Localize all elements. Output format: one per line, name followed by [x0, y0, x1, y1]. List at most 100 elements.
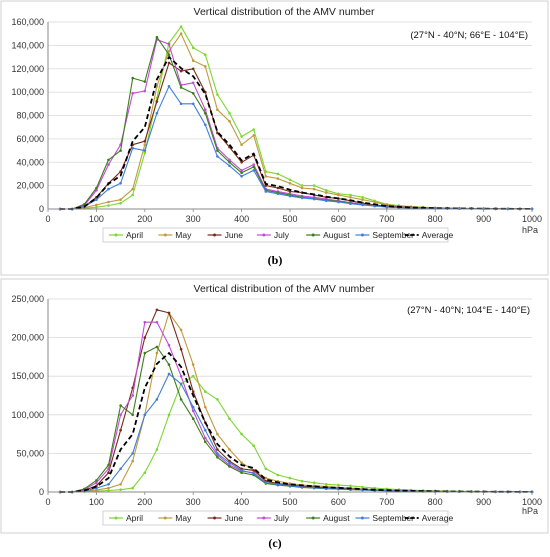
data-point [325, 191, 328, 194]
x-tick-label: 400 [234, 214, 249, 224]
data-point [107, 471, 110, 475]
data-point [191, 374, 195, 378]
data-point [252, 163, 255, 166]
data-point [337, 200, 340, 204]
data-point [167, 49, 171, 53]
data-point [228, 465, 231, 468]
data-point [264, 476, 268, 480]
x-tick-label: 800 [428, 497, 443, 507]
data-point [167, 344, 171, 347]
legend-item-average: Average [404, 513, 453, 523]
data-point [107, 200, 110, 204]
data-point [361, 485, 364, 489]
chart-legend: April May June July August September Average [102, 510, 453, 526]
data-point [288, 190, 292, 193]
data-point [179, 25, 183, 29]
data-point [107, 463, 110, 467]
legend-item-september: September [355, 513, 414, 523]
x-tick-label: 600 [331, 497, 346, 507]
data-point [155, 448, 159, 451]
data-point [191, 67, 195, 71]
data-point [131, 486, 134, 490]
data-point [155, 308, 159, 312]
y-tick-label: 80,000 [16, 111, 44, 121]
data-point [155, 35, 159, 39]
x-tick-label: 300 [186, 497, 201, 507]
data-point [252, 169, 255, 172]
data-point [191, 363, 195, 366]
data-point [240, 143, 243, 146]
chart-panel-b: Vertical distribution of the AMV number … [0, 0, 549, 276]
legend-marker [213, 233, 217, 237]
data-point [228, 164, 231, 168]
data-point [179, 374, 183, 378]
data-point [167, 42, 171, 46]
data-point [240, 161, 243, 164]
data-point [107, 489, 110, 492]
data-point [143, 149, 147, 152]
data-point [288, 178, 292, 182]
data-point [143, 320, 147, 324]
data-point [300, 479, 304, 483]
x-tick-label: 1000 [522, 214, 542, 224]
data-point [119, 201, 122, 205]
legend-marker [360, 233, 364, 237]
data-point [179, 32, 183, 35]
data-point [216, 452, 219, 455]
data-point [179, 86, 183, 89]
y-tick-label: 250,000 [11, 294, 44, 304]
data-point [373, 204, 377, 208]
panel-label-b: (b) [268, 253, 283, 267]
legend-box [102, 227, 449, 243]
data-point [179, 398, 183, 401]
data-point [143, 151, 147, 155]
legend-marker [114, 516, 118, 520]
data-point [179, 102, 183, 106]
data-point [204, 440, 207, 444]
data-point [95, 205, 98, 209]
y-tick-label: 0 [39, 204, 44, 214]
legend-item-average: Average [404, 230, 453, 240]
data-point [179, 328, 183, 332]
data-point [264, 467, 268, 471]
data-point [216, 456, 219, 459]
legend-marker [311, 516, 315, 520]
legend-marker [262, 233, 266, 237]
data-point [143, 139, 147, 143]
legend-label: September [372, 230, 414, 240]
data-point [228, 417, 231, 421]
y-tick-label: 160,000 [11, 17, 44, 27]
legend-label: August [323, 230, 350, 240]
chart-title: Vertical distribution of the AMV number [194, 283, 375, 295]
axes [47, 22, 533, 212]
data-point [228, 461, 231, 465]
data-point [216, 149, 219, 152]
data-point [337, 483, 340, 487]
legend-item-may: May [158, 230, 192, 240]
x-tick-label: 0 [45, 214, 50, 224]
legend-label: August [323, 513, 350, 523]
data-point [240, 461, 243, 465]
series-average [60, 56, 532, 210]
data-point [240, 169, 243, 172]
data-point [204, 390, 207, 393]
legend-box [102, 510, 449, 526]
legend-item-april: April [109, 230, 143, 240]
x-tick-labels: 0 100 200 300 400 500 600 700 800 900 1000 [45, 214, 542, 224]
legend-label: May [175, 230, 192, 240]
data-point [143, 351, 147, 355]
legend-item-july: July [256, 513, 290, 523]
data-point [216, 93, 219, 96]
y-tick-label: 200,000 [11, 333, 44, 343]
y-tick-label: 0 [39, 487, 44, 497]
data-point [143, 471, 147, 475]
data-point [155, 85, 159, 88]
x-tick-label: 700 [379, 214, 394, 224]
x-tick-labels: 0 100 200 300 400 500 600 700 800 900 1000 [45, 497, 542, 507]
data-point [276, 192, 280, 196]
data-point [155, 345, 159, 349]
data-point [216, 108, 219, 111]
data-point [107, 467, 110, 471]
data-point [228, 158, 231, 162]
